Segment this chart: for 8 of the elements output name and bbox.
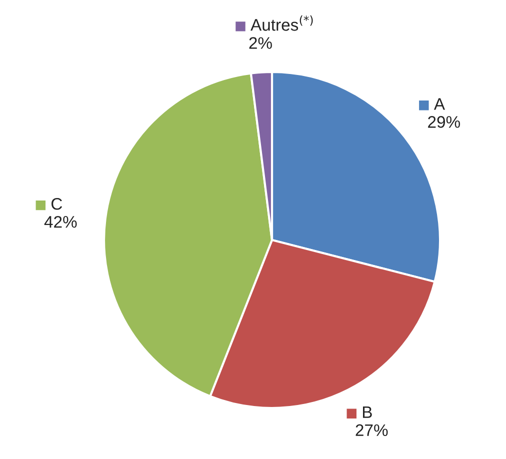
legend-label: Autres$^{(*)}$ (250, 15, 313, 31)
legend-label: B (362, 406, 372, 418)
legend-label: C (52, 198, 62, 210)
data-label: 42% (44, 216, 77, 228)
data-label: 29% (428, 116, 460, 128)
data-label: 27% (356, 424, 388, 436)
data-label: 2% (249, 37, 272, 49)
legend-label: A (434, 98, 445, 110)
